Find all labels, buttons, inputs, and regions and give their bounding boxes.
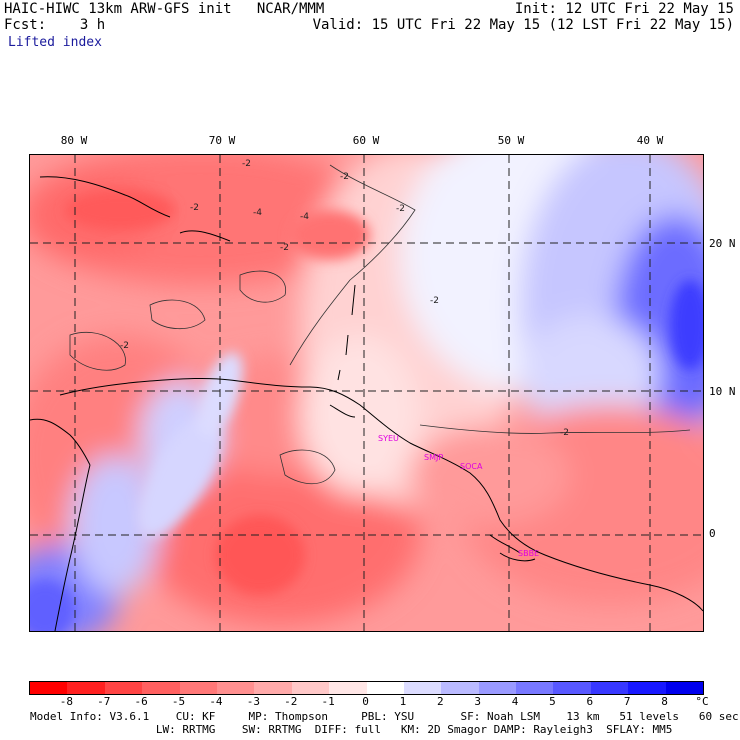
lon-label-50w: 50 W <box>497 134 525 147</box>
lon-label-70w: 70 W <box>208 134 236 147</box>
lon-label-40w: 40 W <box>636 134 664 147</box>
colorbar-swatch <box>403 682 442 694</box>
contour-labels: -2 -2 -2 -4 -4 -2 -2 -2 -2 -2 <box>120 159 569 438</box>
colorbar-swatch <box>216 682 255 694</box>
colorbar-tick-label: 4 <box>511 695 519 708</box>
colorbar-swatch <box>665 682 704 694</box>
contour-label: -2 <box>242 159 251 169</box>
colorbar-swatch <box>478 682 517 694</box>
contour-label: -2 <box>560 428 569 438</box>
lon-label-60w: 60 W <box>352 134 380 147</box>
colorbar-tick-label: 0 <box>362 695 369 708</box>
colorbar-swatch <box>104 682 143 694</box>
lat-label-20n: 20 N <box>709 237 736 250</box>
map-panel: -2 -2 -2 -4 -4 -2 -2 -2 -2 -2 SYEU SMJP … <box>29 154 704 632</box>
colorbar-tick-label: -3 <box>246 695 260 708</box>
colorbar-swatch <box>516 682 554 694</box>
contour-label: -4 <box>300 212 309 222</box>
lat-label-10n: 10 N <box>709 385 736 398</box>
colorbar-swatch <box>142 682 180 694</box>
graticule <box>30 155 703 631</box>
map-title: HAIC-HIWC 13km ARW-GFS init NCAR/MMM <box>4 1 325 17</box>
colorbar-swatch <box>179 682 217 694</box>
colorbar-swatch <box>628 682 666 694</box>
colorbar-tick-label: -5 <box>171 695 186 708</box>
colorbar-tick-label: 5 <box>549 695 556 708</box>
colorbar <box>29 681 704 695</box>
model-info-line1: Model Info: V3.6.1 CU: KF MP: Thompson P… <box>30 710 739 723</box>
colorbar-tick-label: -8 <box>59 695 73 708</box>
field-name: Lifted index <box>8 35 102 50</box>
contour-label: -2 <box>430 296 439 306</box>
colorbar-swatch <box>366 682 404 694</box>
colorbar-tick-label: 6 <box>586 695 594 708</box>
colorbar-swatch <box>441 682 479 694</box>
contour-label: -2 <box>396 204 405 214</box>
contour-label: -4 <box>253 208 262 218</box>
colorbar-tick-label: 1 <box>399 695 407 708</box>
colorbar-swatch <box>553 682 591 694</box>
colorbar-swatch <box>590 682 629 694</box>
contour-label: -2 <box>280 243 289 253</box>
colorbar-tick-label: -7 <box>97 695 111 708</box>
colorbar-tick-label: 2 <box>436 695 444 708</box>
contour-label: -2 <box>190 203 199 213</box>
coastlines <box>30 176 703 631</box>
colorbar-tick-label: -6 <box>134 695 148 708</box>
lon-label-80w: 80 W <box>60 134 88 147</box>
colorbar-tick-label: -1 <box>321 695 335 708</box>
colorbar-swatch <box>329 682 367 694</box>
colorbar-tick-label: 7 <box>623 695 631 708</box>
init-time: Init: 12 UTC Fri 22 May 15 <box>514 1 734 17</box>
colorbar-tick-label: 3 <box>474 695 481 708</box>
colorbar-swatch <box>67 682 105 694</box>
colorbar-tick-label: -4 <box>209 695 223 708</box>
colorbar-tick-label: 8 <box>661 695 668 708</box>
colorbar-swatch <box>291 682 330 694</box>
forecast-hour: Fcst: 3 h <box>4 17 106 33</box>
valid-time: Valid: 15 UTC Fri 22 May 15 (12 LST Fri … <box>312 17 734 33</box>
lat-label-0: 0 <box>709 527 716 540</box>
contour-label: -2 <box>120 341 129 351</box>
station-sbbe: SBBE <box>518 549 539 558</box>
lifted-index-field: -2 -2 -2 -4 -4 -2 -2 -2 -2 -2 SYEU SMJP … <box>30 155 703 631</box>
colorbar-tick-label: -2 <box>284 695 298 708</box>
contour-label: -2 <box>340 172 349 182</box>
lifted-index-contours <box>69 164 691 485</box>
colorbar-unit: °C <box>695 695 709 708</box>
colorbar-swatch <box>30 682 68 694</box>
model-info-line2: LW: RRTMG SW: RRTMG DIFF: full KM: 2D Sm… <box>30 723 673 736</box>
colorbar-swatch <box>254 682 292 694</box>
station-smjp: SMJP <box>424 453 443 462</box>
station-markers: SYEU SMJP SOCA SBBE <box>378 434 539 558</box>
station-syeu: SYEU <box>378 434 399 443</box>
station-soca: SOCA <box>460 462 483 471</box>
